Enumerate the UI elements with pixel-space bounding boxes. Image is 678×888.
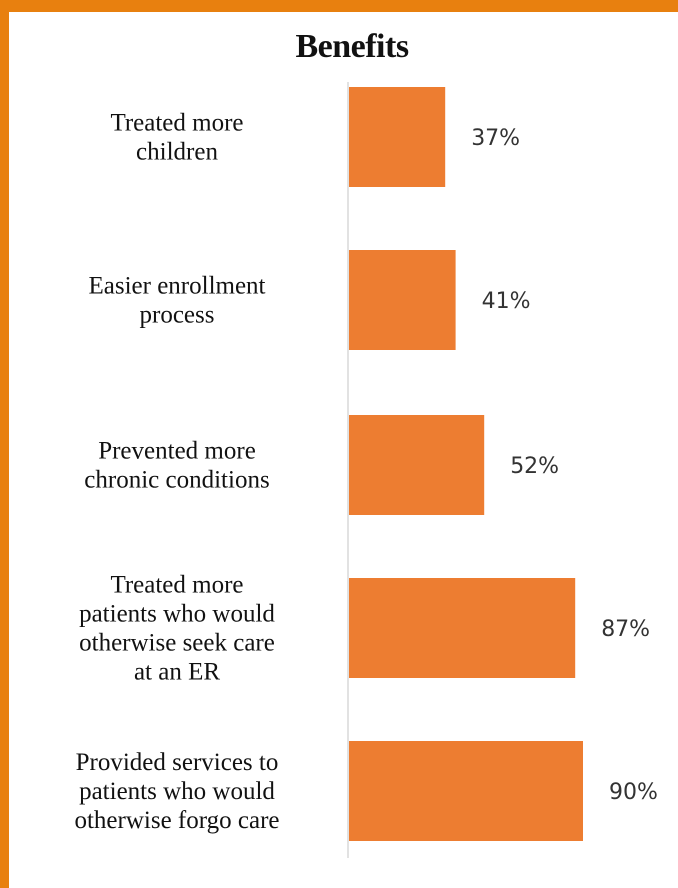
category-label-2: Prevented more chronic conditions bbox=[84, 438, 269, 494]
category-label-1: Easier enrollment process bbox=[88, 273, 265, 329]
chart-title: Benefits bbox=[295, 28, 409, 65]
bars-group bbox=[349, 87, 583, 841]
category-label-line: at an ER bbox=[134, 659, 220, 686]
bar-3 bbox=[349, 578, 576, 678]
value-label-2: 52% bbox=[510, 454, 559, 479]
category-label-3: Treated more patients who would otherwise … bbox=[79, 572, 275, 686]
category-label-line: Prevented more bbox=[98, 438, 256, 465]
category-label-line: process bbox=[140, 302, 215, 329]
category-label-line: Easier enrollment bbox=[88, 273, 265, 300]
category-label-line: Treated more bbox=[110, 110, 243, 137]
value-label-4: 90% bbox=[609, 780, 658, 805]
bar-2 bbox=[349, 415, 485, 515]
category-label-0: Treated more children bbox=[110, 110, 243, 166]
category-label-line: children bbox=[136, 139, 218, 166]
category-label-line: patients who would bbox=[79, 601, 275, 628]
category-label-line: patients who would bbox=[79, 778, 275, 805]
bar-4 bbox=[349, 741, 583, 841]
category-label-line: chronic conditions bbox=[84, 467, 269, 494]
value-label-3: 87% bbox=[601, 617, 650, 642]
category-label-line: Provided services to bbox=[76, 749, 279, 776]
bar-0 bbox=[349, 87, 446, 187]
category-label-line: otherwise seek care bbox=[79, 630, 275, 657]
bar-1 bbox=[349, 250, 456, 350]
category-label-line: otherwise forgo care bbox=[74, 807, 279, 834]
value-labels: 37% 41% 52% 87% 90% bbox=[471, 126, 658, 805]
category-label-4: Provided services to patients who would ot… bbox=[74, 749, 279, 834]
value-label-0: 37% bbox=[471, 126, 520, 151]
value-label-1: 41% bbox=[482, 289, 531, 314]
category-label-line: Treated more bbox=[110, 572, 243, 599]
